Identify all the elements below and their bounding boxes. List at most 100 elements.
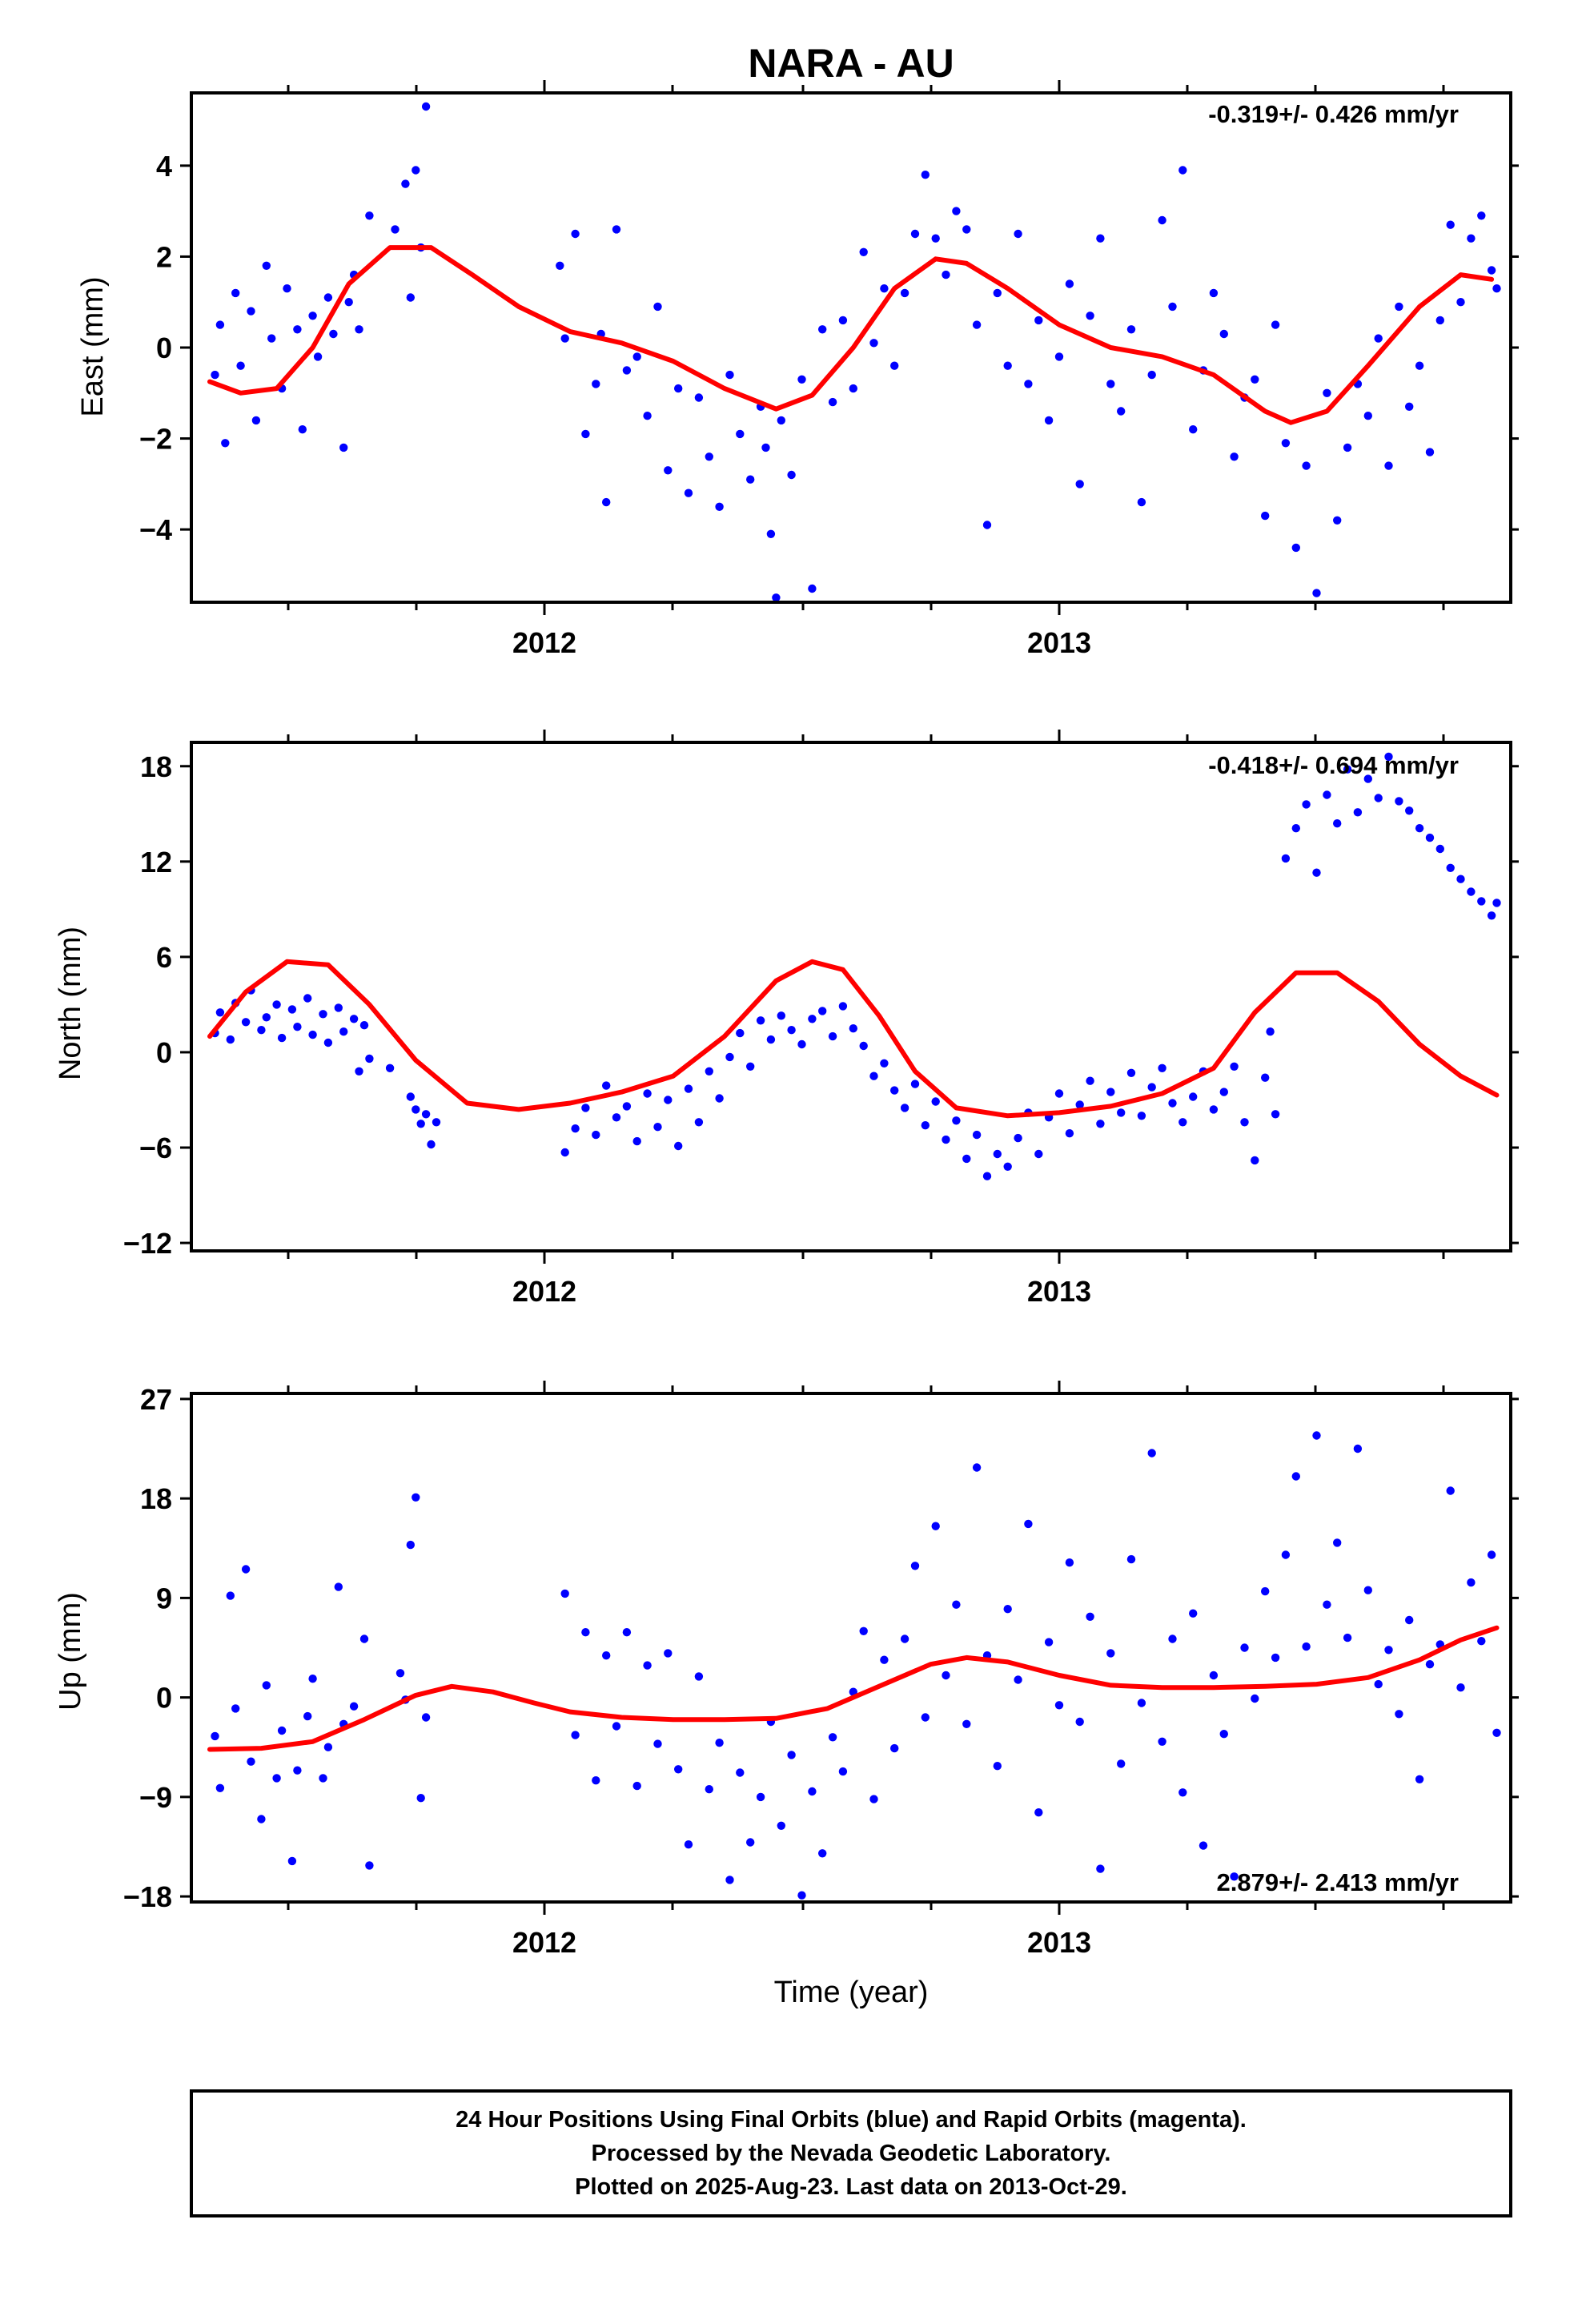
north-data-point	[817, 1007, 827, 1015]
east-data-point	[694, 393, 704, 402]
east-data-point	[1467, 234, 1476, 243]
up-data-point	[1178, 1788, 1187, 1797]
north-data-point	[257, 1026, 266, 1035]
up-data-point	[416, 1794, 425, 1803]
up-data-point	[1158, 1737, 1166, 1746]
east-data-point	[401, 179, 410, 188]
east-data-point	[1343, 443, 1352, 452]
north-y-tick-label: −12	[123, 1227, 172, 1260]
up-y-tick-label: 18	[140, 1482, 172, 1515]
east-data-point	[643, 412, 652, 420]
north-data-point	[602, 1081, 611, 1090]
east-data-point	[560, 334, 569, 343]
up-data-point	[1374, 1679, 1383, 1689]
up-data-point	[838, 1767, 848, 1776]
north-data-point	[890, 1086, 899, 1095]
east-data-point	[1477, 211, 1486, 220]
east-rate-annotation: -0.319+/- 0.426 mm/yr	[1208, 100, 1459, 128]
east-data-point	[391, 225, 400, 234]
x-tick-label: 2013	[1027, 1926, 1091, 1959]
east-data-point	[1168, 302, 1177, 312]
north-data-point	[1219, 1088, 1229, 1096]
north-data-point	[592, 1130, 600, 1140]
north-data-point	[1363, 774, 1373, 783]
north-data-point	[560, 1148, 569, 1157]
up-data-point	[1209, 1671, 1219, 1680]
x-tick-label: 2013	[1027, 626, 1091, 659]
north-y-tick-label: 0	[156, 1036, 172, 1069]
north-data-point	[664, 1096, 673, 1104]
east-data-point	[211, 370, 219, 380]
east-data-point	[910, 229, 920, 239]
footer-line-3: Plotted on 2025-Aug-23. Last data on 201…	[575, 2174, 1127, 2200]
north-data-point	[1054, 1089, 1064, 1098]
north-data-point	[1302, 800, 1311, 809]
up-data-point	[1343, 1633, 1352, 1642]
up-data-point	[215, 1783, 225, 1792]
north-data-point	[972, 1130, 982, 1140]
north-data-point	[612, 1113, 621, 1122]
up-data-point	[952, 1600, 961, 1609]
north-data-point	[308, 1030, 317, 1039]
east-y-tick-label: −4	[139, 513, 172, 546]
east-data-point	[602, 497, 611, 507]
east-points	[211, 102, 1501, 602]
east-data-point	[1395, 302, 1403, 312]
up-data-point	[993, 1762, 1002, 1771]
up-data-point	[674, 1765, 683, 1774]
up-data-point	[777, 1821, 785, 1830]
north-panel: North (mm) −12 −6 0 6 12 18 2012 2013 -0.418+/- …	[54, 730, 1519, 1308]
chart-title: NARA - AU	[748, 41, 954, 86]
up-data-point	[272, 1774, 281, 1783]
north-data-point	[942, 1135, 950, 1144]
up-data-point	[1456, 1683, 1465, 1692]
north-data-point	[1467, 887, 1476, 896]
up-data-point	[406, 1540, 415, 1550]
east-fit-curve	[207, 245, 1495, 425]
north-data-point	[365, 1054, 374, 1063]
up-data-point	[581, 1628, 590, 1637]
up-data-point	[365, 1861, 374, 1870]
up-data-point	[900, 1634, 909, 1643]
up-data-point	[1405, 1615, 1414, 1625]
up-data-point	[1425, 1660, 1435, 1669]
up-data-point	[303, 1711, 312, 1721]
north-data-point	[412, 1105, 420, 1114]
north-data-point	[241, 1018, 251, 1027]
north-data-point	[355, 1067, 363, 1076]
east-data-point	[931, 234, 940, 243]
north-data-point	[1323, 790, 1331, 799]
up-data-point	[1261, 1586, 1270, 1596]
north-data-point	[736, 1028, 745, 1038]
north-data-point	[1374, 794, 1383, 802]
east-data-point	[262, 261, 271, 270]
up-data-point	[421, 1713, 431, 1722]
east-y-tick-label: 0	[156, 332, 172, 364]
east-data-point	[1446, 220, 1455, 229]
east-data-point	[1024, 380, 1033, 388]
east-data-point	[746, 475, 755, 484]
north-data-point	[1065, 1129, 1074, 1138]
north-data-point	[849, 1024, 858, 1033]
north-data-point	[653, 1123, 662, 1132]
up-data-point	[1251, 1694, 1259, 1703]
up-y-tick-label: 9	[156, 1582, 172, 1614]
east-data-point	[247, 307, 255, 316]
up-data-point	[1086, 1612, 1094, 1622]
north-data-point	[1415, 824, 1424, 833]
east-data-point	[313, 352, 323, 361]
east-data-point	[308, 312, 317, 320]
up-data-point	[334, 1582, 343, 1591]
east-y-tick-label: −2	[139, 423, 172, 456]
x-axis-label: Time (year)	[774, 1976, 929, 2009]
up-data-point	[1126, 1554, 1136, 1564]
east-data-point	[571, 229, 580, 239]
east-data-point	[421, 102, 431, 111]
north-data-point	[287, 1005, 297, 1014]
east-data-point	[664, 466, 673, 475]
up-data-point	[705, 1785, 713, 1794]
north-data-point	[1425, 833, 1435, 842]
up-data-point	[622, 1628, 632, 1637]
east-data-point	[1096, 234, 1105, 243]
east-data-point	[1323, 388, 1331, 397]
